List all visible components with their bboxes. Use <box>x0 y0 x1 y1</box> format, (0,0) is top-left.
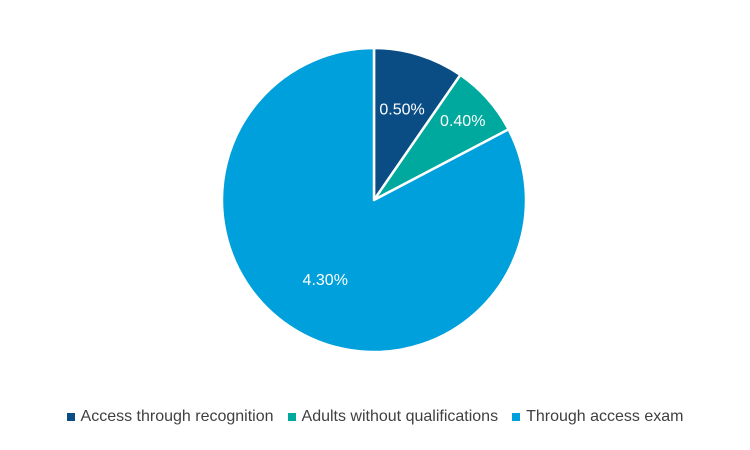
legend-swatch-adults-without-qualifications <box>287 413 296 421</box>
legend-label-access-recognition: Access through recognition <box>80 408 274 425</box>
data-label-access-recognition: 0.50% <box>379 102 424 119</box>
pie-slice-access-recognition <box>372 46 462 202</box>
legend-item-access-recognition: Access through recognition <box>66 408 274 426</box>
legend-label-adults-without-qualifications: Adults without qualifications <box>301 408 499 425</box>
pie-slices <box>220 46 528 354</box>
legend-label-through-access-exam: Through access exam <box>526 408 684 425</box>
chart-legend: Access through recognition Adults withou… <box>0 408 750 426</box>
legend-item-adults-without-qualifications: Adults without qualifications <box>287 408 499 426</box>
data-label-adults-without-qualifications: 0.40% <box>440 113 485 130</box>
pie-slice-through-access-exam <box>220 46 528 354</box>
data-label-through-access-exam: 4.30% <box>303 272 348 289</box>
legend-item-through-access-exam: Through access exam <box>512 408 683 426</box>
pie-data-labels: 0.50% 0.40% 4.30% <box>303 102 486 290</box>
legend-swatch-through-access-exam <box>512 413 521 421</box>
legend-swatch-access-recognition <box>66 413 75 421</box>
